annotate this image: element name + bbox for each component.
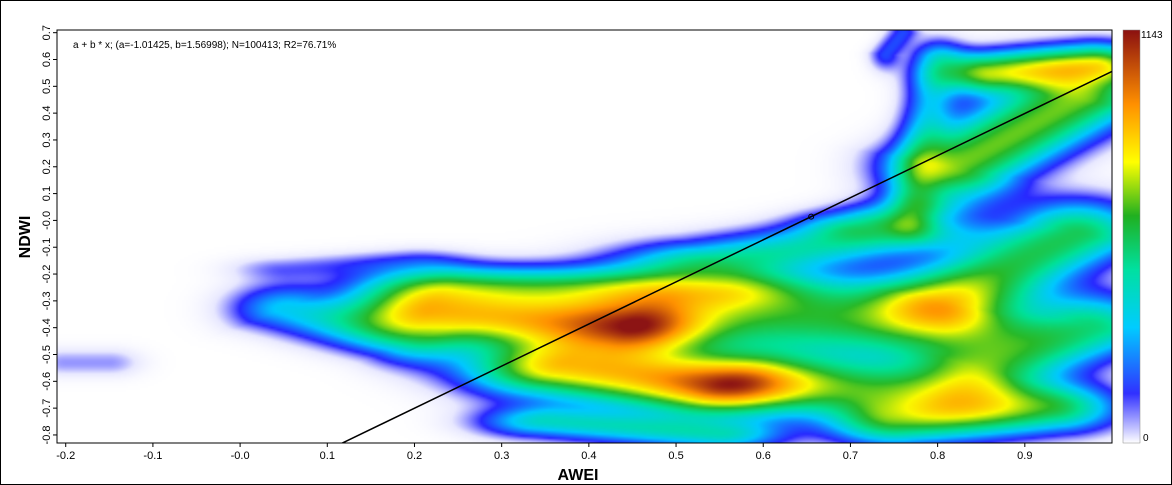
plot-area-border [56, 29, 1113, 444]
x-tick-label: 0.6 [756, 450, 771, 462]
x-tick-label: 0.1 [320, 450, 335, 462]
y-tick-label: 0.4 [41, 105, 53, 120]
y-tick-label: -0.4 [41, 318, 53, 337]
y-tick-label: -0.3 [41, 291, 53, 310]
y-tick-label: -0.6 [41, 372, 53, 391]
x-tick-label: 0.2 [407, 450, 422, 462]
regression-line [340, 70, 1112, 443]
y-tick-label: -0.8 [41, 425, 53, 444]
regression-marker [808, 213, 815, 220]
x-tick-label: 0.4 [581, 450, 596, 462]
y-tick-label: 0.2 [41, 159, 53, 174]
y-tick-label: 0.5 [41, 79, 53, 94]
y-axis-title: NDWI [17, 216, 34, 259]
x-tick-label: -0.2 [56, 450, 75, 462]
density-heatmap [57, 30, 1112, 443]
y-tick-label: -0.0 [41, 211, 53, 230]
y-tick-label: -0.2 [41, 265, 53, 284]
y-tick-label: 0.1 [41, 186, 53, 201]
y-tick-label: 0.3 [41, 132, 53, 147]
colorbar [1122, 29, 1141, 444]
y-tick-label: -0.1 [41, 238, 53, 257]
colorbar-min-label: 0 [1143, 433, 1149, 444]
y-tick-label: -0.5 [41, 345, 53, 364]
x-axis: -0.2 -0.1 -0.0 0.1 0.2 0.3 0.4 0.5 0.6 0.7 0.8 0.9 [56, 443, 1032, 462]
colorbar-max-label: 1143 [1141, 30, 1163, 41]
x-axis-title: AWEI [558, 467, 599, 484]
y-tick-label: -0.7 [41, 399, 53, 418]
x-tick-label: -0.0 [231, 450, 250, 462]
x-tick-label: 0.7 [843, 450, 858, 462]
x-tick-label: 0.5 [668, 450, 683, 462]
y-axis: -0.8 -0.7 -0.6 -0.5 -0.4 -0.3 -0.2 -0.1 -0.0 0.1 0… [41, 25, 57, 444]
y-tick-label: 0.6 [41, 52, 53, 67]
regression-equation: a + b * x; (a=-1.01425, b=1.56998); N=10… [73, 40, 336, 51]
x-tick-label: 0.3 [494, 450, 509, 462]
y-tick-label: 0.7 [41, 25, 53, 40]
x-tick-label: 0.8 [930, 450, 945, 462]
x-tick-label: -0.1 [143, 450, 162, 462]
x-tick-label: 0.9 [1017, 450, 1032, 462]
